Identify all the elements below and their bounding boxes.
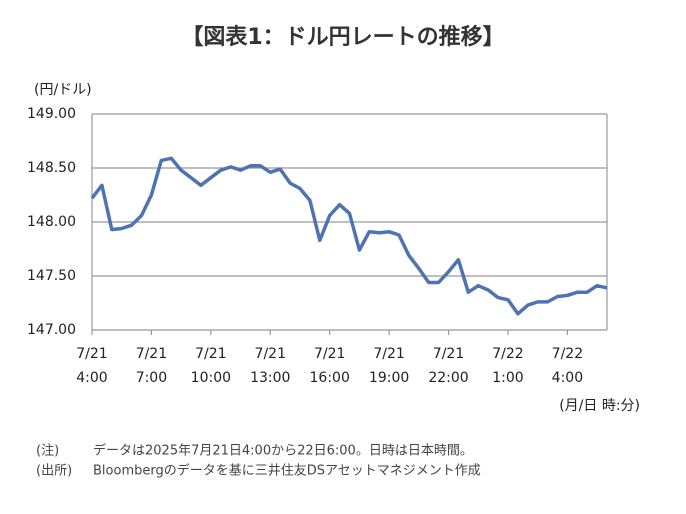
y-tick-label: 149.00 — [27, 106, 76, 122]
chart-title: 【図表1：ドル円レートの推移】 — [181, 24, 504, 50]
x-tick-label: 22:00 — [428, 370, 468, 386]
x-tick-label: 16:00 — [310, 370, 350, 386]
note-text: データは2025年7月21日4:00から22日6:00。日時は日本時間。 — [93, 443, 473, 459]
x-tick-label: 7/22 — [552, 346, 583, 362]
x-tick-label: 7/21 — [76, 346, 107, 362]
x-tick-label: 7/21 — [255, 346, 286, 362]
x-tick-label: 7/21 — [136, 346, 167, 362]
y-axis-label: (円/ドル) — [34, 82, 92, 98]
y-tick-label: 147.00 — [27, 322, 76, 338]
line-series — [90, 156, 608, 316]
y-tick-label: 148.50 — [27, 160, 76, 176]
x-tick-label: 7/22 — [492, 346, 523, 362]
x-tick-label: 7/21 — [433, 346, 464, 362]
note-tag: (出所) — [36, 464, 72, 479]
y-tick-label: 147.50 — [27, 268, 76, 284]
x-tick-label: 4:00 — [552, 370, 583, 386]
note-tag: (注) — [36, 444, 59, 459]
x-tick-label: 7:00 — [136, 370, 167, 386]
x-tick-label: 7/21 — [314, 346, 345, 362]
x-axis-label: (月/日 時:分) — [559, 398, 640, 414]
x-tick-label: 10:00 — [191, 370, 231, 386]
y-tick-label: 148.00 — [27, 214, 76, 230]
x-tick-label: 19:00 — [369, 370, 409, 386]
x-tick-label: 13:00 — [250, 370, 290, 386]
x-tick-label: 7/21 — [195, 346, 226, 362]
x-tick-label: 7/21 — [373, 346, 404, 362]
x-tick-label: 1:00 — [492, 370, 523, 386]
note-text: Bloombergのデータを基に三井住友DSアセットマネジメント作成 — [93, 463, 481, 479]
x-tick-label: 4:00 — [76, 370, 107, 386]
